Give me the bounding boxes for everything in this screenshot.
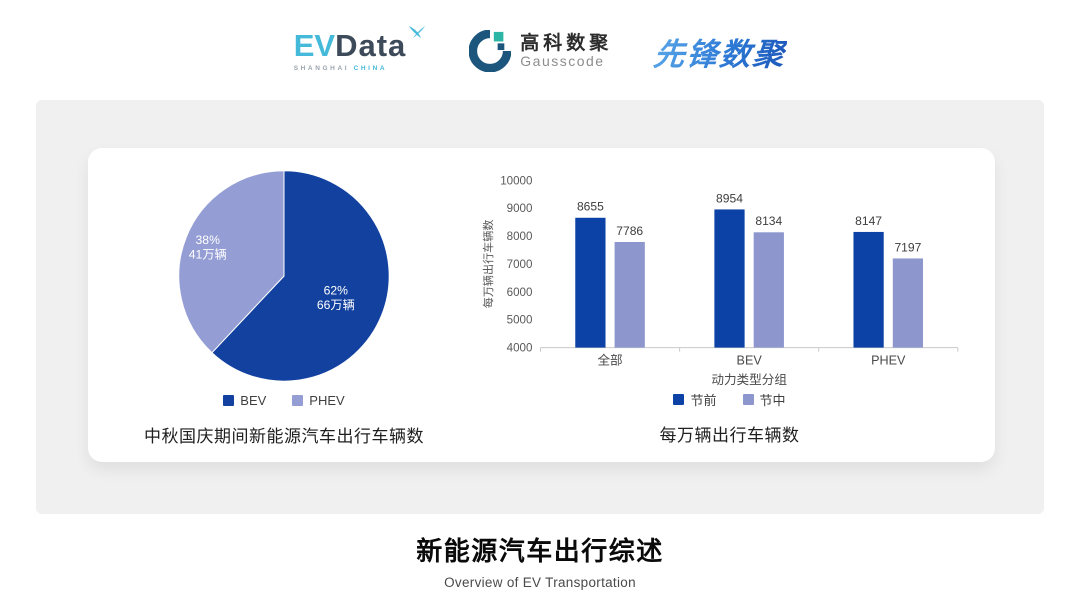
bar-节中-BEV (753, 232, 784, 348)
x-axis-category-label: BEV (736, 354, 762, 368)
gausscode-cn-name: 高科数聚 (520, 32, 613, 54)
evdata-x-icon (409, 25, 426, 38)
gausscode-en-name: Gausscode (520, 52, 605, 69)
y-axis-tick-label: 5000 (506, 315, 532, 327)
pie-slice-bev (211, 170, 390, 382)
legend-swatch (673, 393, 685, 405)
bar-legend: 节前 节中 (673, 390, 786, 409)
x-axis-category-label: PHEV (871, 354, 906, 368)
x-axis-category-label: 全部 (597, 353, 622, 368)
bar-节前-PHEV (852, 231, 884, 348)
legend-swatch (292, 394, 304, 406)
legend-item-bev: BEV (223, 393, 266, 408)
pie-section: 62% 66万辆 38% 41万辆 BEV PHEV 中秋国庆期间新能源汽车出行车辆数 (98, 160, 470, 462)
content-panel: 62% 66万辆 38% 41万辆 BEV PHEV 中秋国庆期间新能源汽车出行车辆数 … (36, 100, 1044, 514)
bar-节中-PHEV (892, 258, 923, 348)
legend-item-节前: 节前 (673, 390, 717, 409)
pie-slice-label: 62% 66万辆 (317, 284, 355, 313)
legend-label: BEV (240, 392, 267, 408)
page-title: 新能源汽车出行综述 (416, 536, 664, 566)
evdata-subtext-china: CHINA (353, 64, 388, 72)
bar-chart: 4000 5000 6000 7000 8000 9000 10000 每万辆出行车辆数 865… (481, 175, 958, 387)
gausscode-logo: 高科数聚 Gausscode (469, 30, 612, 72)
page-subtitle: Overview of EV Transportation (444, 575, 636, 590)
bar-节前-全部 (574, 217, 606, 348)
gausscode-text: 高科数聚 Gausscode (520, 32, 613, 69)
pie-slice-label: 38% 41万辆 (189, 233, 227, 262)
evdata-subtext-shanghai: SHANGHAI (293, 64, 350, 72)
legend-item-phev: PHEV (292, 392, 345, 408)
y-axis-tick-label: 9000 (506, 203, 532, 215)
legend-label: 节中 (759, 392, 786, 408)
bar-title: 每万辆出行车辆数 (659, 426, 800, 445)
bar-value-label: 8954 (716, 191, 743, 205)
pie-title: 中秋国庆期间新能源汽车出行车辆数 (144, 427, 424, 446)
evdata-data-text: Data (335, 27, 407, 63)
footer: 新能源汽车出行综述 Overview of EV Transportation (0, 531, 1080, 590)
page-header: EV Data SHANGHAI CHINA 高科数聚 Gausscode 先锋… (0, 16, 1080, 86)
evdata-subtext: SHANGHAI CHINA (293, 64, 388, 73)
pie-legend: BEV PHEV (223, 392, 345, 408)
evdata-ev-text: EV (293, 27, 336, 63)
bar-节中-全部 (614, 242, 645, 348)
legend-item-节中: 节中 (742, 390, 786, 409)
pie-chart: 62% 66万辆 38% 41万辆 (178, 170, 390, 382)
evdata-wordmark: EV Data (293, 25, 428, 63)
bar-value-label: 8655 (576, 200, 603, 214)
charts-card: 62% 66万辆 38% 41万辆 BEV PHEV 中秋国庆期间新能源汽车出行车辆数 … (88, 148, 995, 462)
y-axis-tick-label: 7000 (506, 259, 532, 271)
bar-value-label: 8134 (755, 214, 782, 228)
legend-label: 节前 (690, 392, 717, 408)
gausscode-icon (469, 30, 512, 72)
y-axis-tick-label: 4000 (506, 343, 532, 355)
bar-value-label: 7197 (894, 240, 921, 254)
legend-swatch (223, 394, 235, 406)
bar-section: 4000 5000 6000 7000 8000 9000 10000 每万辆出行车辆数 865… (470, 160, 989, 462)
legend-label: PHEV (309, 392, 345, 408)
legend-swatch (742, 393, 754, 405)
y-axis-title: 每万辆出行车辆数 (481, 220, 495, 309)
evdata-logo: EV Data SHANGHAI CHINA (293, 25, 428, 73)
bar-value-label: 8147 (855, 214, 882, 228)
pie-slice-phev (178, 170, 285, 354)
y-axis-tick-label: 10000 (500, 175, 532, 187)
pioneer-data-logo: 先锋数聚 (652, 29, 789, 74)
y-axis-tick-label: 6000 (506, 287, 532, 299)
y-axis-tick-label: 8000 (506, 231, 532, 243)
x-axis-title: 动力类型分组 (711, 373, 787, 387)
bar-节前-BEV (713, 209, 745, 348)
bar-value-label: 7786 (616, 224, 643, 238)
